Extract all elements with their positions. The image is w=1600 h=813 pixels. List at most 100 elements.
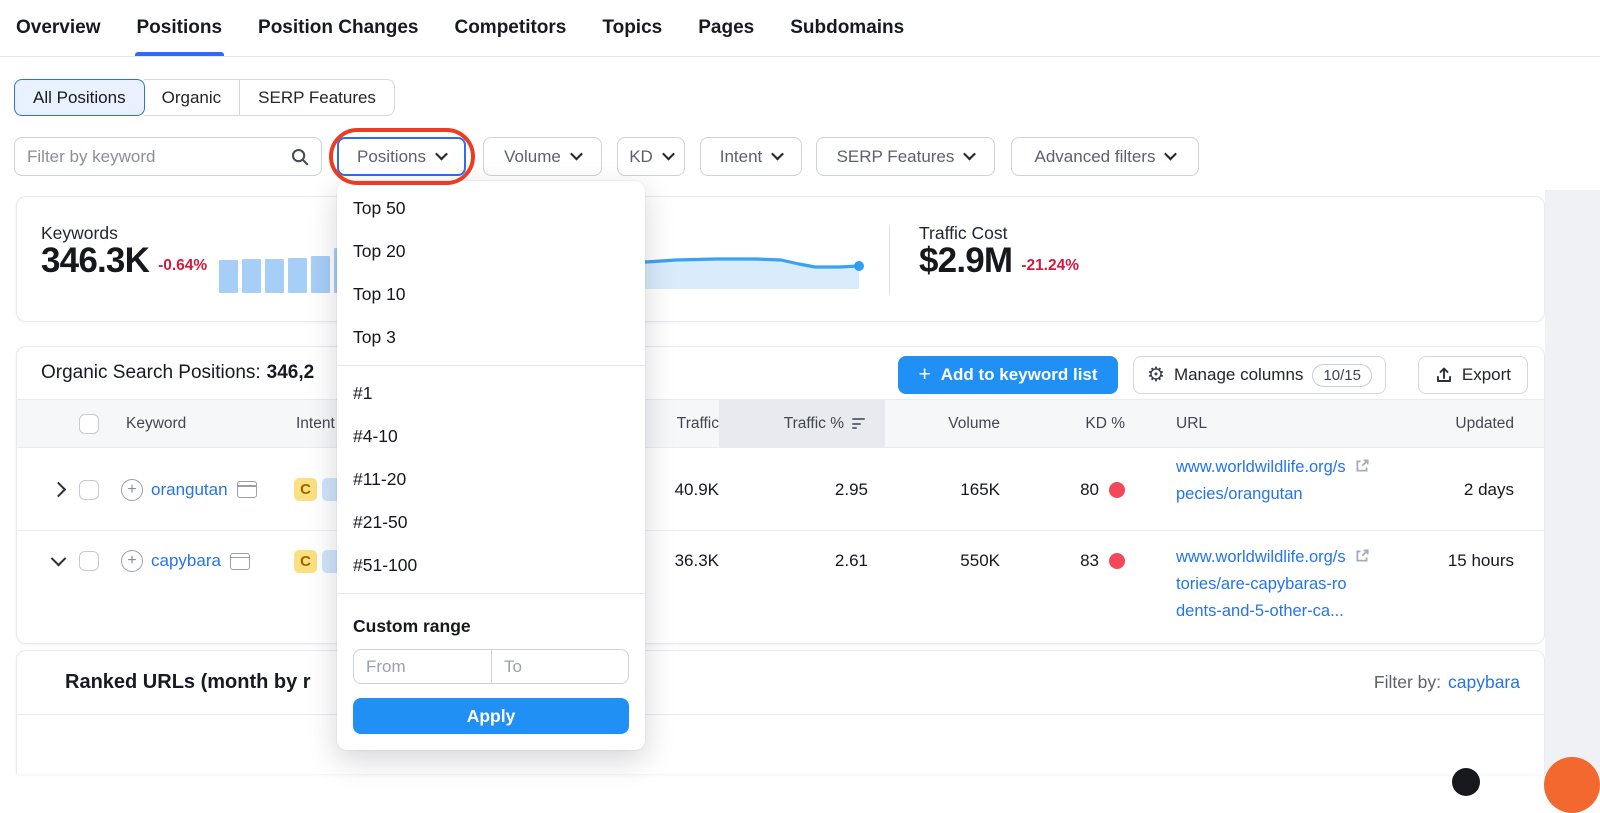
dark-fab-button[interactable]	[1452, 768, 1480, 796]
custom-range-to-input[interactable]	[491, 650, 628, 683]
segment-serp-features[interactable]: SERP Features	[240, 79, 395, 116]
plus-icon: +	[918, 362, 931, 386]
position-type-segments: All Positions Organic SERP Features	[14, 79, 395, 116]
search-button[interactable]	[279, 138, 321, 175]
overview-stats-card: Keywords 346.3K -0.64% Traffic Cost $2.9…	[16, 196, 1545, 322]
traffic-cell: 40.9K	[674, 479, 719, 499]
export-label: Export	[1461, 365, 1511, 384]
manage-columns-button[interactable]: ⚙ Manage columns 10/15	[1133, 356, 1386, 394]
serp-features-filter-button[interactable]: SERP Features	[816, 137, 995, 176]
keyword-filter-input[interactable]	[15, 146, 279, 167]
positions-option-4-10[interactable]: #4-10	[353, 426, 398, 446]
keywords-stat-change: -0.64%	[158, 257, 208, 274]
positions-option-top-3[interactable]: Top 3	[353, 327, 396, 347]
column-keyword[interactable]: Keyword	[126, 414, 187, 432]
search-icon	[291, 148, 309, 165]
help-fab-button[interactable]	[1544, 757, 1600, 813]
row-checkbox[interactable]	[79, 479, 99, 500]
custom-range-inputs	[353, 649, 629, 684]
nav-tab-overview[interactable]: Overview	[16, 17, 101, 38]
nav-tab-pages[interactable]: Pages	[698, 17, 755, 38]
nav-tab-position-changes[interactable]: Position Changes	[258, 17, 419, 38]
segment-all-positions[interactable]: All Positions	[14, 79, 145, 116]
positions-option-top-50[interactable]: Top 50	[353, 198, 406, 218]
sort-descending-icon	[852, 418, 865, 429]
keyword-link[interactable]: capybara	[151, 551, 221, 570]
keywords-bar-chart	[219, 248, 353, 293]
add-keyword-icon[interactable]: +	[121, 478, 143, 501]
column-updated[interactable]: Updated	[1455, 414, 1514, 432]
serp-snapshot-icon[interactable]	[236, 481, 257, 498]
intent-badge-commercial[interactable]: C	[294, 549, 317, 573]
positions-option-11-20[interactable]: #11-20	[353, 469, 407, 489]
column-traffic-pct-label: Traffic %	[783, 414, 844, 432]
positions-option-1[interactable]: #1	[353, 383, 373, 403]
apply-button[interactable]: Apply	[353, 698, 629, 734]
kd-difficulty-dot	[1109, 481, 1125, 498]
column-url[interactable]: URL	[1176, 414, 1208, 432]
keywords-bar	[311, 256, 330, 293]
columns-count-badge: 10/15	[1312, 363, 1372, 387]
column-volume[interactable]: Volume	[948, 414, 1000, 432]
keywords-bar	[265, 259, 284, 293]
column-kd[interactable]: KD %	[1085, 414, 1125, 432]
chevron-down-icon	[1164, 147, 1178, 160]
positions-filter-label: Positions	[357, 146, 426, 166]
chevron-down-icon	[771, 147, 785, 160]
nav-tab-subdomains[interactable]: Subdomains	[790, 17, 905, 38]
segment-organic[interactable]: Organic	[143, 79, 241, 116]
keywords-stat-value: 346.3K	[41, 241, 150, 280]
traffic-cell: 36.3K	[674, 551, 719, 570]
kd-difficulty-dot	[1109, 553, 1125, 569]
url-cell: www.worldwildlife.org/s pecies/orangutan	[1176, 454, 1370, 508]
select-all-checkbox[interactable]	[79, 413, 99, 434]
kd-filter-button[interactable]: KD	[617, 137, 685, 176]
kd-filter-label: KD	[629, 146, 653, 166]
nav-tab-competitors[interactable]: Competitors	[454, 17, 567, 38]
result-url-link[interactable]: www.worldwildlife.org/s	[1176, 548, 1346, 566]
result-url-link[interactable]: tories/are-capybaras-ro	[1176, 575, 1347, 593]
advanced-filters-button[interactable]: Advanced filters	[1011, 137, 1199, 176]
expand-row-icon[interactable]	[50, 481, 67, 498]
positions-option-top-10[interactable]: Top 10	[353, 284, 406, 304]
add-to-keyword-list-button[interactable]: + Add to keyword list	[898, 356, 1118, 394]
filter-by-value-link[interactable]: capybara	[1448, 672, 1520, 692]
keywords-bar	[288, 258, 307, 293]
custom-range-from-input[interactable]	[354, 650, 491, 683]
nav-tab-positions[interactable]: Positions	[134, 0, 225, 56]
positions-option-top-20[interactable]: Top 20	[353, 241, 406, 261]
dropdown-divider	[337, 593, 645, 594]
result-url-link[interactable]: pecies/orangutan	[1176, 485, 1303, 503]
result-url-link[interactable]: www.worldwildlife.org/s	[1176, 458, 1346, 476]
volume-filter-button[interactable]: Volume	[483, 137, 602, 176]
positions-filter-button[interactable]: Positions	[337, 137, 466, 176]
serp-snapshot-icon[interactable]	[229, 552, 250, 570]
column-traffic[interactable]: Traffic	[676, 414, 719, 432]
result-url-link[interactable]: dents-and-5-other-ca...	[1176, 602, 1344, 620]
traffic-sparkline-area	[601, 259, 859, 289]
nav-tab-topics[interactable]: Topics	[602, 17, 663, 38]
column-intent[interactable]: Intent	[296, 414, 335, 432]
chevron-down-icon	[435, 147, 448, 160]
row-checkbox[interactable]	[79, 551, 99, 571]
external-link-icon[interactable]	[1355, 548, 1370, 563]
table-column-header: Keyword Intent Traffic Traffic % Volume …	[17, 399, 1544, 448]
keyword-link[interactable]: orangutan	[151, 479, 228, 499]
intent-filter-label: Intent	[719, 146, 763, 166]
ranked-urls-card: Ranked URLs (month by r Filter by: capyb…	[16, 650, 1545, 774]
volume-cell: 550K	[960, 551, 1000, 570]
collapse-row-icon[interactable]	[50, 550, 67, 566]
intent-badge-commercial[interactable]: C	[294, 478, 317, 501]
positions-option-51-100[interactable]: #51-100	[353, 555, 418, 575]
column-traffic-pct[interactable]: Traffic %	[784, 400, 865, 447]
volume-cell: 165K	[960, 479, 1000, 499]
export-button[interactable]: Export	[1417, 356, 1528, 394]
traffic-sparkline-dot	[854, 261, 864, 271]
traffic-cost-stat-change: -21.24%	[1021, 257, 1080, 274]
positions-option-21-50[interactable]: #21-50	[353, 512, 408, 532]
intent-filter-button[interactable]: Intent	[700, 137, 802, 176]
table-title-text: Organic Search Positions:	[41, 362, 261, 383]
external-link-icon[interactable]	[1355, 458, 1370, 473]
add-keyword-icon[interactable]: +	[121, 550, 143, 572]
keywords-stat-label: Keywords	[41, 223, 118, 243]
